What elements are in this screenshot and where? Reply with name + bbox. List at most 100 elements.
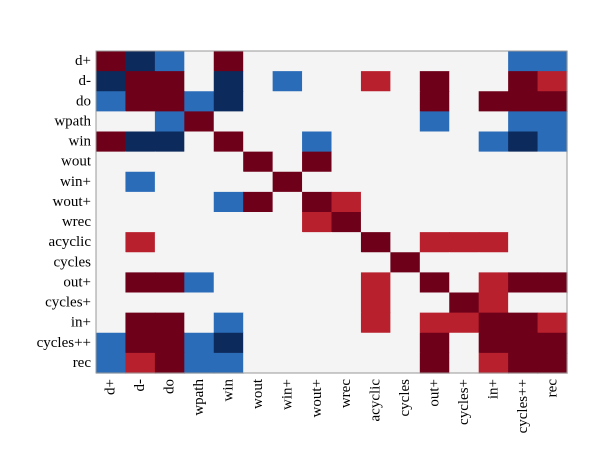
heatmap-cell-winplus-woutplus <box>302 171 333 193</box>
heatmap-cell-wrec-rec <box>537 212 568 233</box>
heatmap-cell-win-dminus <box>125 131 156 153</box>
heatmap-cell-win-wrec <box>331 131 362 153</box>
heatmap-cell-win-cycles <box>390 131 421 153</box>
heatmap-cell-cycles-do <box>154 252 185 273</box>
heatmap-cell-win-woutplus <box>302 131 333 153</box>
heatmap-cell-woutplus-cyclesplusplus <box>508 191 539 213</box>
heatmap-cell-woutplus-outplus <box>419 191 450 213</box>
heatmap-cell-do-woutplus <box>302 91 333 112</box>
heatmap-cell-inplus-acyclic <box>360 312 391 334</box>
heatmap-cell-dplus-cycles <box>390 51 421 72</box>
heatmap-cell-woutplus-do <box>154 191 185 213</box>
heatmap-cell-acyclic-dplus <box>96 232 127 253</box>
column-label-woutplus: wout+ <box>309 379 325 417</box>
heatmap-cell-wrec-dminus <box>125 212 156 233</box>
heatmap-cell-cycles-win <box>213 252 244 273</box>
heatmap-cell-win-win <box>213 131 244 153</box>
heatmap-cell-do-cyclesplus <box>449 91 480 112</box>
heatmap-cell-wpath-win <box>213 111 244 133</box>
heatmap-cell-wout-cyclesplus <box>449 151 480 173</box>
heatmap-cell-winplus-dplus <box>96 171 127 193</box>
heatmap-cell-dplus-wout <box>243 51 274 72</box>
heatmap-cell-wout-wrec <box>331 151 362 173</box>
heatmap-cell-wrec-cycles <box>390 212 421 233</box>
heatmap-cell-dminus-dplus <box>96 71 127 92</box>
heatmap-cell-winplus-inplus <box>478 171 509 193</box>
heatmap-cell-cyclesplus-outplus <box>419 292 450 314</box>
heatmap-cell-wout-acyclic <box>360 151 391 173</box>
heatmap-cell-cyclesplus-cycles <box>390 292 421 314</box>
heatmap-cell-do-rec <box>537 91 568 112</box>
column-label-do: do <box>162 379 178 394</box>
row-label-wrec: wrec <box>62 214 91 230</box>
heatmap-cell-do-dplus <box>96 91 127 112</box>
heatmap-cell-wpath-dplus <box>96 111 127 133</box>
heatmap-cell-acyclic-dminus <box>125 232 156 253</box>
heatmap-cell-win-acyclic <box>360 131 391 153</box>
heatmap-cell-wpath-inplus <box>478 111 509 133</box>
heatmap-cell-woutplus-wpath <box>184 191 215 213</box>
heatmap-cell-inplus-dminus <box>125 312 156 334</box>
heatmap-cell-wrec-woutplus <box>302 212 333 233</box>
heatmap-cell-acyclic-cycles <box>390 232 421 253</box>
heatmap-cell-acyclic-rec <box>537 232 568 253</box>
heatmap-cell-cyclesplus-wpath <box>184 292 215 314</box>
heatmap-cell-dminus-outplus <box>419 71 450 92</box>
heatmap-cell-do-dminus <box>125 91 156 112</box>
heatmap-cell-cyclesplusplus-dplus <box>96 332 127 354</box>
heatmap-cell-woutplus-cyclesplus <box>449 191 480 213</box>
heatmap-cell-outplus-inplus <box>478 272 509 294</box>
heatmap-cell-wout-cycles <box>390 151 421 173</box>
heatmap-cell-win-rec <box>537 131 568 153</box>
heatmap-cell-cycles-woutplus <box>302 252 333 273</box>
heatmap-cell-cyclesplus-wout <box>243 292 274 314</box>
heatmap-cell-rec-wrec <box>331 352 362 374</box>
heatmap-cell-acyclic-wout <box>243 232 274 253</box>
heatmap-cell-woutplus-inplus <box>478 191 509 213</box>
heatmap-cell-inplus-wpath <box>184 312 215 334</box>
heatmap-cell-cycles-dplus <box>96 252 127 273</box>
heatmap-cell-outplus-acyclic <box>360 272 391 294</box>
heatmap-cell-inplus-wout <box>243 312 274 334</box>
heatmap-cell-outplus-dminus <box>125 272 156 294</box>
heatmap-cell-outplus-win <box>213 272 244 294</box>
heatmap-cell-wrec-wout <box>243 212 274 233</box>
heatmap-cell-dplus-cyclesplus <box>449 51 480 72</box>
heatmap-cell-woutplus-wout <box>243 191 274 213</box>
heatmap-cell-dplus-rec <box>537 51 568 72</box>
heatmap-cell-outplus-cyclesplusplus <box>508 272 539 294</box>
heatmap-cell-inplus-rec <box>537 312 568 334</box>
heatmap-cell-dplus-wpath <box>184 51 215 72</box>
heatmap-cell-woutplus-winplus <box>272 191 303 213</box>
heatmap-cell-wpath-cyclesplus <box>449 111 480 133</box>
heatmap-cell-dminus-win <box>213 71 244 92</box>
row-label-inplus: in+ <box>71 315 91 331</box>
heatmap-cell-acyclic-cyclesplus <box>449 232 480 253</box>
heatmap-cell-cycles-winplus <box>272 252 303 273</box>
heatmap-cell-cycles-cycles <box>390 252 421 273</box>
heatmap-cell-dminus-inplus <box>478 71 509 92</box>
heatmap-cell-outplus-wpath <box>184 272 215 294</box>
heatmap-cell-cyclesplusplus-outplus <box>419 332 450 354</box>
heatmap-cell-woutplus-dminus <box>125 191 156 213</box>
heatmap-cell-cycles-wpath <box>184 252 215 273</box>
heatmap-cell-do-wout <box>243 91 274 112</box>
heatmap-cell-inplus-cyclesplusplus <box>508 312 539 334</box>
heatmap-cell-cyclesplus-wrec <box>331 292 362 314</box>
heatmap-cell-woutplus-cycles <box>390 191 421 213</box>
heatmap-cell-win-wout <box>243 131 274 153</box>
heatmap-cell-outplus-rec <box>537 272 568 294</box>
heatmap-cell-woutplus-rec <box>537 191 568 213</box>
heatmap-cell-dplus-outplus <box>419 51 450 72</box>
heatmap-cell-inplus-inplus <box>478 312 509 334</box>
heatmap-cell-winplus-outplus <box>419 171 450 193</box>
heatmap-cell-cyclesplus-do <box>154 292 185 314</box>
heatmap-cell-outplus-dplus <box>96 272 127 294</box>
heatmap-cell-inplus-win <box>213 312 244 334</box>
heatmap-cell-win-cyclesplusplus <box>508 131 539 153</box>
heatmap-cell-wrec-dplus <box>96 212 127 233</box>
heatmap-cell-dplus-wrec <box>331 51 362 72</box>
heatmap-cell-inplus-winplus <box>272 312 303 334</box>
heatmap-cell-winplus-wout <box>243 171 274 193</box>
row-label-do: do <box>76 93 91 109</box>
